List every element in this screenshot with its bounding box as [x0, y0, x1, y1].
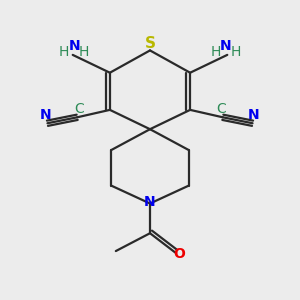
- Text: H: H: [211, 45, 221, 59]
- Text: S: S: [145, 36, 155, 51]
- Text: H: H: [79, 45, 89, 59]
- Text: C: C: [217, 102, 226, 116]
- Text: O: O: [173, 247, 185, 261]
- Text: H: H: [58, 45, 69, 59]
- Text: N: N: [248, 108, 260, 122]
- Text: H: H: [231, 45, 242, 59]
- Text: N: N: [40, 108, 52, 122]
- Text: C: C: [74, 102, 83, 116]
- Text: N: N: [144, 195, 156, 209]
- Text: N: N: [220, 39, 232, 53]
- Text: N: N: [68, 39, 80, 53]
